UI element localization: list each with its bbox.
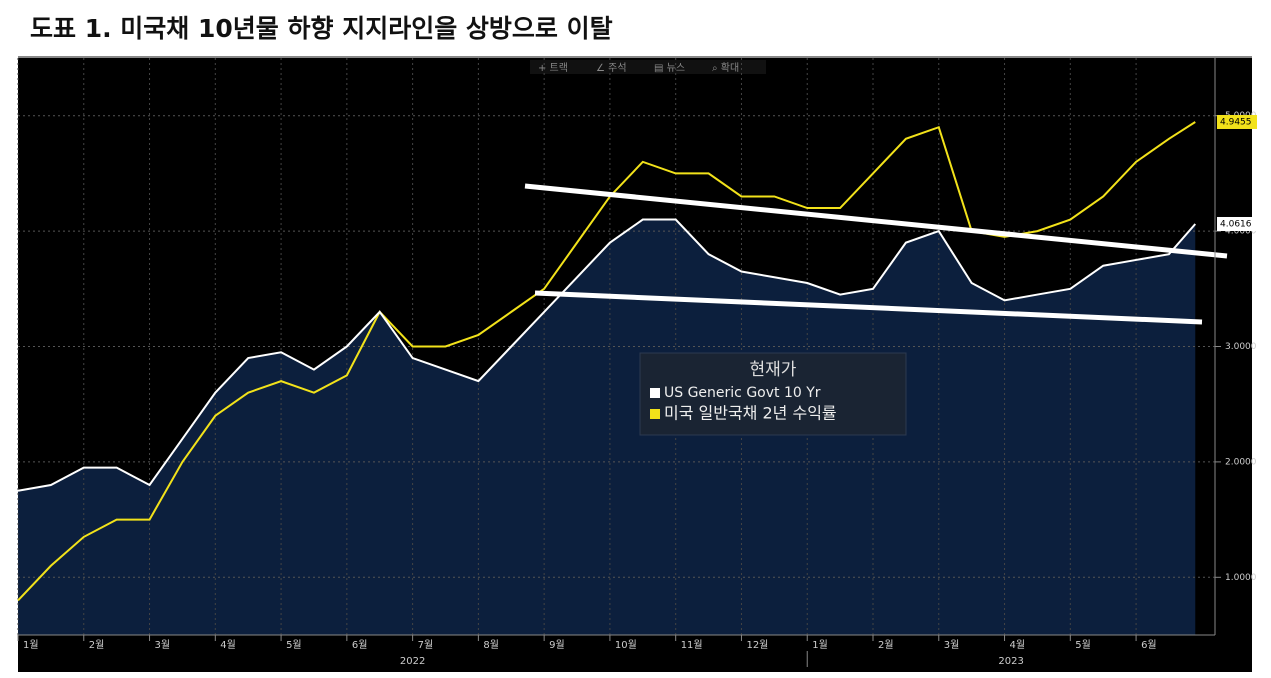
x-tick-label: 2월 <box>89 639 105 651</box>
x-tick-label: 9월 <box>549 639 565 651</box>
toolbar-button: ⌕ 확대 <box>712 62 739 74</box>
y-tick-label: 1.0000 <box>1225 573 1257 583</box>
legend-box <box>639 352 907 436</box>
toolbar-button: ▤ 뉴스 <box>654 62 685 74</box>
y-tick-label: 3.0000 <box>1225 342 1257 352</box>
legend-label: US Generic Govt 10 Yr <box>664 385 821 401</box>
x-tick-label: 8월 <box>483 639 499 651</box>
top-border <box>18 56 1252 58</box>
last-value-box <box>1217 114 1257 129</box>
x-tick-label: 3월 <box>155 639 171 651</box>
area <box>18 219 1196 635</box>
last-value-label: 4.0616 <box>1220 219 1252 229</box>
x-tick-label: 1월 <box>23 639 39 651</box>
x-tick-label: 11월 <box>681 639 703 651</box>
plot-area <box>17 58 1215 635</box>
x-tick-label: 4월 <box>1010 639 1026 651</box>
x-tick-label: 5월 <box>1075 639 1091 651</box>
support-line <box>534 290 1203 325</box>
x-tick-label: 1월 <box>812 639 828 651</box>
legend-label: 미국 일반국채 2년 수익률 <box>664 404 837 423</box>
chart-title: 도표 1. 미국채 10년물 하향 지지라인을 상방으로 이탈 <box>30 14 613 43</box>
last-value-label: 4.9455 <box>1220 117 1252 127</box>
x-tick-label: 2월 <box>878 639 894 651</box>
trend-line <box>524 183 1228 259</box>
x-tick-label: 6월 <box>1141 639 1157 651</box>
toolbar <box>530 60 766 74</box>
x-tick-label: 12월 <box>746 639 768 651</box>
legend-swatch <box>650 388 660 398</box>
legend-swatch <box>650 409 660 419</box>
toolbar-button: + 트랙 <box>538 62 568 74</box>
line <box>17 218 1197 492</box>
x-tick-label: 4월 <box>220 639 236 651</box>
y-tick-label: 2.0000 <box>1225 457 1257 467</box>
x-tick-label: 10월 <box>615 639 637 651</box>
x-tick-label: 6월 <box>352 639 368 651</box>
year-label: 2023 <box>998 656 1023 667</box>
x-tick-label: 5월 <box>286 639 302 651</box>
x-tick-label: 3월 <box>944 639 960 651</box>
last-value-box <box>1217 216 1257 231</box>
toolbar-button: ∠ 주석 <box>596 62 627 74</box>
x-tick-label: 7월 <box>418 639 434 651</box>
legend-title: 현재가 <box>750 360 797 380</box>
year-label: 2022 <box>400 656 425 667</box>
y-tick-label: 4.0000 <box>1225 227 1257 237</box>
